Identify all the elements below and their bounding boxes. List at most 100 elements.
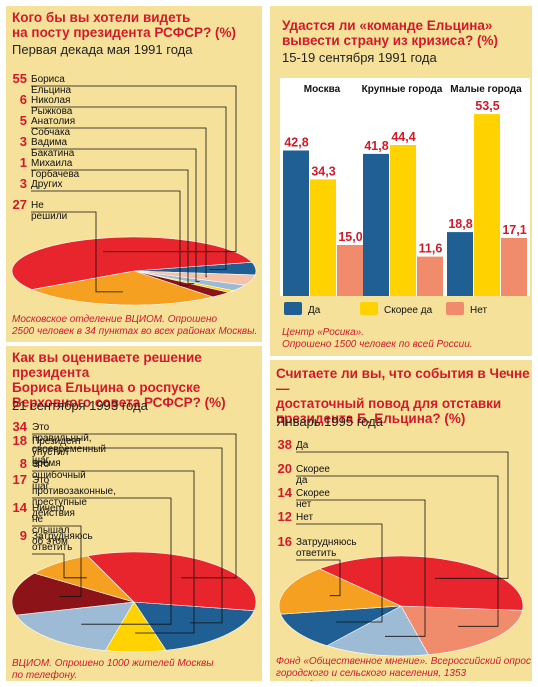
value-label: 34 [12,419,27,434]
pie-chart-1991 [11,85,257,306]
legend-label: Скорее да [384,305,433,316]
data-label: 11,6 [419,242,443,256]
category-label: Затрудняюсь ответить [32,531,93,553]
category-label: Анатолия Собчака [31,116,76,138]
chart-title: Удастся ли «команде Ельцина» вывести стр… [282,18,498,48]
leader-line [296,451,509,579]
leader-line [32,470,195,634]
bar [283,150,309,296]
chart-title: Как вы оцениваете решение президента Бор… [12,350,226,410]
bar [337,245,363,296]
category-label: Других [31,179,63,190]
chart-subtitle: 21 сентября 1993 года [12,398,148,413]
pie-slice [15,601,135,651]
data-label: 34,3 [311,164,335,178]
chart-subtitle: Первая декада мая 1991 года [12,42,193,57]
value-label: 38 [277,437,292,452]
value-label: 27 [12,197,27,212]
category-label: Михаила Горбачева [31,158,80,180]
leader-line [31,85,237,253]
category-label: Президент упустил время [32,436,82,469]
chart-subtitle: 15-19 сентября 1991 года [282,50,437,65]
category-label: Это правильный, своевременный шаг [32,422,107,466]
pie-slice [86,551,257,611]
value-label: 12 [277,509,292,524]
chart-title: Кого бы вы хотели видеть на посту презид… [12,10,237,40]
data-label: 18,8 [448,217,472,231]
pie-slice [326,605,429,657]
chart-source: ВЦИОМ. Опрошено 1000 жителей Москвы по т… [12,658,214,681]
value-label: 9 [19,528,27,543]
leader-line [31,148,200,282]
pie-slice [11,572,135,616]
data-label: 15,0 [338,230,362,244]
data-label: 41,8 [364,139,388,153]
value-label: 14 [12,500,27,515]
value-label: 14 [277,485,292,500]
category-label: Малые города [450,84,522,95]
category-label: Москва [304,84,341,95]
pie-slice [400,605,523,656]
leader-line [32,525,82,598]
bar [390,145,416,296]
bar [310,179,336,296]
value-label: 16 [277,534,292,549]
legend-label: Нет [470,305,487,316]
legend-swatch [284,302,302,315]
leader-line [32,553,87,579]
chart-title: Считаете ли вы, что события в Чечне — до… [276,366,530,426]
value-label: 17 [12,472,27,487]
category-label: Вадима Бакатина [31,137,75,159]
category-label: Это противозаконные, преступные действия [32,475,116,519]
legend-swatch [446,302,464,315]
chart-subtitle: Январь 1995 года [276,414,383,429]
category-label: Скорее да [296,464,330,486]
category-label: Это ошибочный шаг [32,459,86,492]
category-label: Нет [296,512,314,523]
value-label: 18 [12,433,27,448]
data-label: 17,1 [502,223,526,237]
value-label: 55 [12,71,27,86]
value-label: 3 [19,176,27,191]
category-label: Ничего не слышал об этом [32,503,70,547]
leader-line [32,497,172,625]
value-label: 1 [19,155,27,170]
bar [501,237,527,296]
chart-source: Московское отделение ВЦИОМ. Опрошено 250… [12,314,258,337]
leader-line [31,106,227,270]
category-label: Да [296,440,309,451]
value-label: 8 [19,456,27,471]
leader-line [32,433,237,579]
category-label: Не решили [31,200,68,222]
leader-line [31,190,188,287]
data-label: 44,4 [391,130,415,144]
pie-slice [11,236,253,290]
chart-source: Центр «Росика». Опрошено 1500 человек по… [282,327,473,350]
value-label: 20 [277,461,292,476]
value-label: 3 [19,134,27,149]
data-label: 53,5 [475,99,499,113]
leader-line [296,499,426,637]
leader-line [296,475,499,627]
leader-line [296,559,341,597]
pie-slice [318,555,524,611]
legend-swatch [360,302,378,315]
leader-line [31,211,123,293]
value-label: 5 [19,113,27,128]
pie-slice [30,270,214,306]
leader-line [32,447,223,624]
bar [417,256,443,296]
bar [474,114,500,296]
legend-label: Да [308,305,321,316]
bar [447,232,473,296]
panel-poll-1993-dissolution: Как вы оцениваете решение президента Бор… [6,346,262,681]
category-label: Бориса Ельцина [31,74,72,96]
category-label: Крупные города [362,84,443,95]
pie-chart-1993 [11,433,257,653]
leader-line [31,169,195,285]
bar-chart-1991: Москва 42,834,3 15,0 Крупные города 41,844,4… [280,78,530,316]
data-label: 42,8 [284,136,308,150]
pie-slice [280,605,402,647]
leader-line [31,127,207,278]
bar [363,153,389,296]
